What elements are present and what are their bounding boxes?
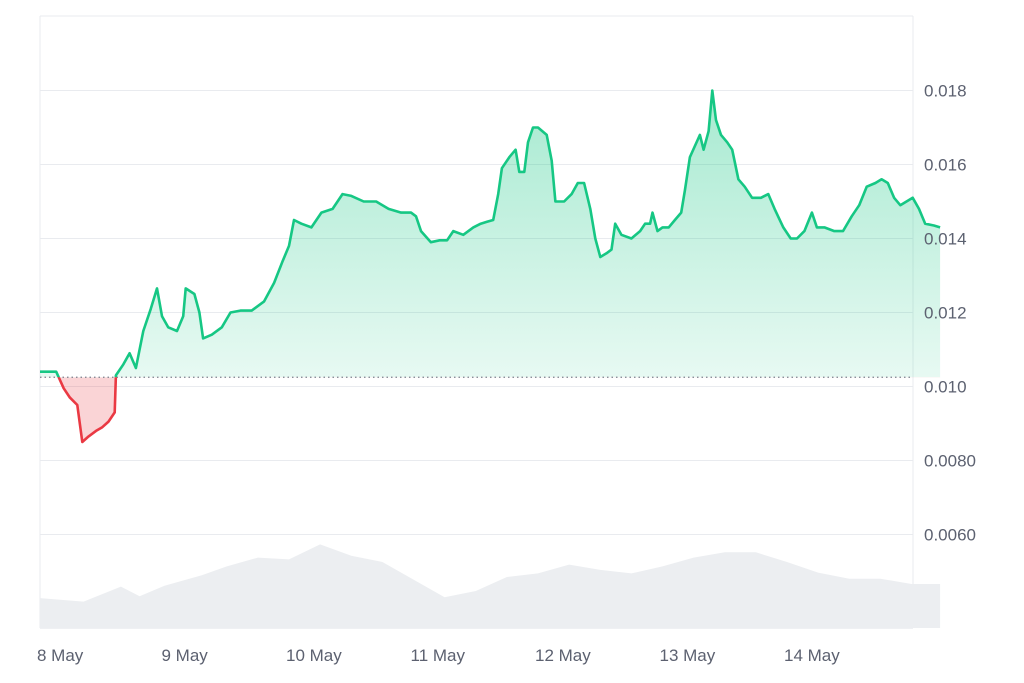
x-tick-label: 13 May [660, 646, 716, 665]
y-tick-label: 0.012 [924, 304, 967, 323]
y-tick-label: 0.0080 [924, 452, 976, 471]
x-tick-label: 10 May [286, 646, 342, 665]
volume-area [40, 544, 941, 628]
x-tick-label: 8 May [37, 646, 84, 665]
y-tick-label: 0.016 [924, 156, 967, 175]
x-tick-label: 9 May [162, 646, 209, 665]
price-area-up [40, 90, 941, 378]
y-tick-label: 0.018 [924, 82, 967, 101]
price-line-up [40, 89, 941, 378]
x-tick-label: 12 May [535, 646, 591, 665]
y-tick-label: 0.014 [924, 230, 967, 249]
price-area-down [58, 377, 116, 442]
y-tick-label: 0.0060 [924, 526, 976, 545]
y-tick-label: 0.010 [924, 378, 967, 397]
x-tick-label: 14 May [784, 646, 840, 665]
x-tick-label: 11 May [411, 646, 466, 665]
